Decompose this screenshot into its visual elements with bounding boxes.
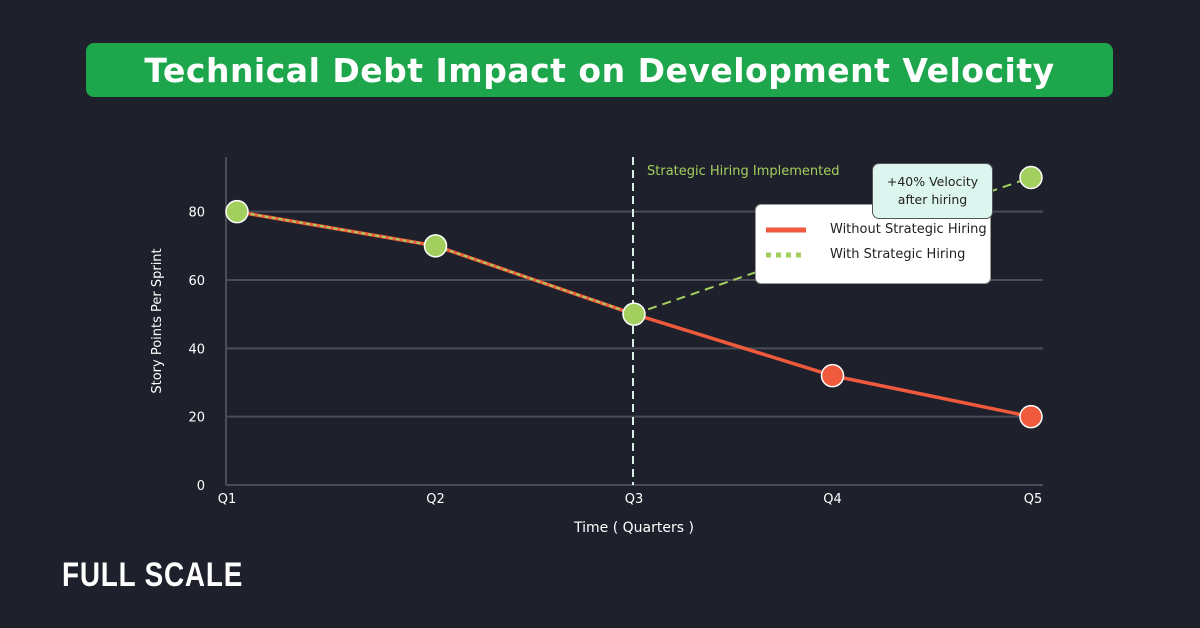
data-point-without-hiring — [1019, 404, 1043, 429]
legend-swatch-solid — [766, 227, 806, 232]
legend-label: Without Strategic Hiring — [830, 222, 987, 237]
legend-item-without: Without Strategic Hiring — [766, 222, 987, 237]
full-scale-logo: FULL SCALE — [62, 556, 244, 594]
data-point-with-hiring — [1019, 165, 1043, 190]
y-tick-label: 60 — [188, 274, 205, 289]
callout-line: +40% Velocity — [886, 174, 979, 189]
x-tick-label: Q2 — [426, 492, 445, 507]
y-tick-label: 40 — [188, 342, 205, 357]
chart-title: Technical Debt Impact on Development Vel… — [86, 43, 1113, 97]
x-tick-label: Q1 — [218, 492, 237, 507]
x-axis-label: Time ( Quarters ) — [573, 520, 694, 536]
data-point-without-hiring — [820, 363, 845, 388]
y-axis-label: Story Points Per Sprint — [150, 248, 165, 393]
data-point-with-hiring — [622, 302, 646, 326]
vline-label: Strategic Hiring Implemented — [647, 164, 839, 179]
y-tick-label: 20 — [188, 411, 205, 426]
legend-label: With Strategic Hiring — [830, 247, 966, 262]
velocity-callout: +40% Velocity after hiring — [872, 163, 993, 219]
callout-line: after hiring — [897, 192, 968, 207]
x-tick-label: Q4 — [823, 492, 842, 507]
y-tick-label: 80 — [188, 206, 205, 221]
series-line-with-hiring — [236, 210, 635, 316]
x-tick-label: Q3 — [625, 492, 644, 507]
x-tick-label: Q5 — [1024, 492, 1043, 507]
legend-item-with: With Strategic Hiring — [766, 247, 965, 262]
data-point-with-hiring — [225, 199, 249, 224]
data-point-with-hiring — [423, 234, 448, 258]
y-tick-label: 0 — [197, 479, 205, 494]
legend-swatch-dotted — [766, 252, 806, 257]
